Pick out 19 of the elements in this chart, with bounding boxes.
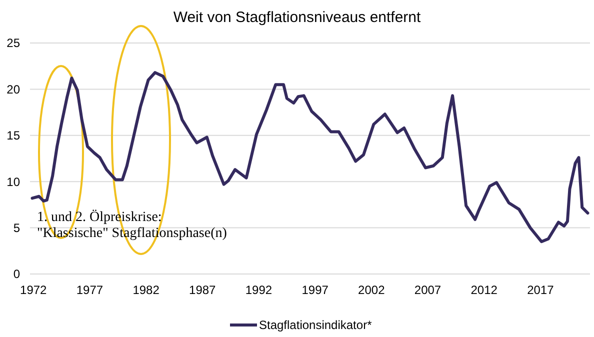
x-tick-label: 2007 xyxy=(414,283,442,297)
x-tick-label: 2002 xyxy=(358,283,386,297)
x-tick-label: 1987 xyxy=(189,283,216,297)
y-tick-label: 15 xyxy=(6,128,20,143)
x-tick-label: 2012 xyxy=(470,283,498,297)
x-tick-label: 1992 xyxy=(245,283,272,297)
y-tick-label: 20 xyxy=(6,82,20,96)
x-tick-label: 2017 xyxy=(527,283,554,297)
chart-title: Weit von Stagflationsniveaus entfernt xyxy=(173,9,422,26)
x-tick-label: 1977 xyxy=(76,283,104,297)
y-tick-label: 25 xyxy=(6,36,20,50)
y-tick-label: 5 xyxy=(13,221,20,235)
y-tick-label: 0 xyxy=(13,267,20,282)
x-tick-label: 1997 xyxy=(302,283,329,297)
x-tick-label: 1982 xyxy=(132,283,160,297)
legend-label: Stagflationsindikator* xyxy=(259,318,372,332)
x-tick-label: 1972 xyxy=(20,283,48,297)
line-series xyxy=(30,71,590,244)
y-tick-label: 10 xyxy=(6,174,20,189)
